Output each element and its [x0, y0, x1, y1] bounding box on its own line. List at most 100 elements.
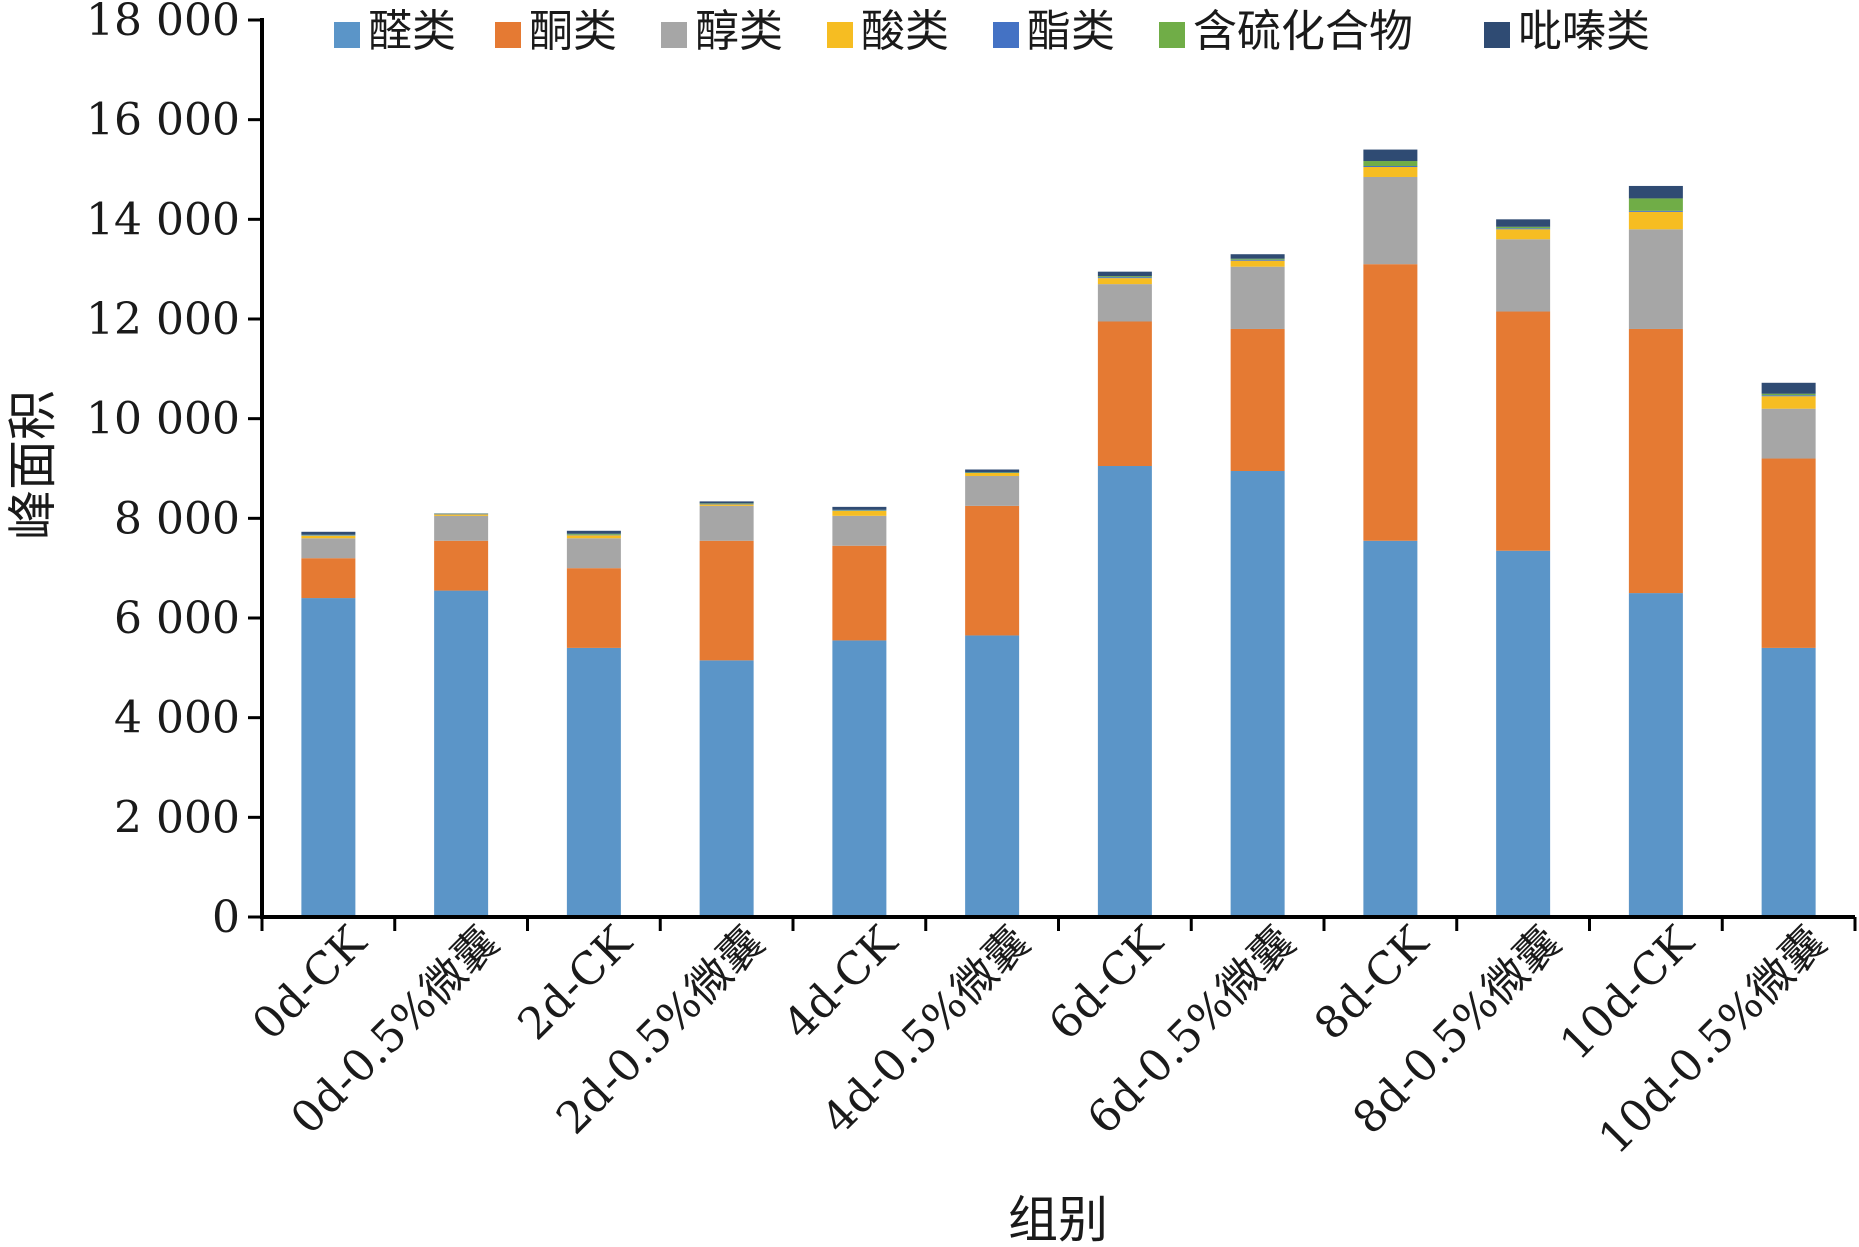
bar-segment-1-3 [301, 538, 356, 559]
bar-segment-11-6 [1628, 198, 1683, 211]
bar-segment-1-2 [301, 558, 356, 599]
x-tick-label: 4d-CK [774, 916, 908, 1050]
legend-label: 酸类 [861, 6, 949, 57]
bar-segment-8-3 [1230, 266, 1285, 329]
legend-label: 醇类 [695, 6, 783, 57]
bar-segment-1-6 [301, 534, 356, 536]
bar-segment-3-5 [566, 534, 621, 536]
x-tick-label: 0d-CK [243, 916, 377, 1050]
legend-label: 含硫化合物 [1193, 6, 1413, 57]
bar-segment-10-3 [1496, 239, 1551, 312]
bar-segment-8-1 [1230, 470, 1285, 917]
bar-segment-5-1 [832, 640, 887, 917]
bar-segment-6-7 [965, 469, 1020, 472]
bar-segment-5-6 [832, 509, 887, 511]
bar-segment-9-3 [1363, 176, 1418, 265]
bar-segment-12-5 [1761, 395, 1816, 397]
bar-segment-3-7 [566, 530, 621, 534]
y-tick-label: 10 000 [86, 394, 240, 445]
y-tick-label: 2 000 [114, 792, 240, 843]
bar-segment-12-3 [1761, 408, 1816, 459]
bar-segment-10-5 [1496, 228, 1551, 230]
x-tick-label: 8d-CK [1305, 916, 1439, 1050]
bar-segment-8-6 [1230, 258, 1285, 260]
bar-segment-3-2 [566, 568, 621, 648]
bar-segment-7-3 [1097, 284, 1152, 322]
bar-segment-2-5 [434, 513, 489, 515]
bar-segment-8-5 [1230, 259, 1285, 261]
bar-segment-10-7 [1496, 219, 1551, 227]
bar-segment-4-6 [699, 503, 754, 504]
bar-segment-6-1 [965, 635, 1020, 917]
bar-segment-11-1 [1628, 593, 1683, 917]
axes-layer: 0 2 000 4 000 6 000 8 000 10 000 12 000 14 000 1… [86, 0, 1857, 1164]
bar-segment-6-5 [965, 472, 1020, 473]
bar-segment-3-1 [566, 647, 621, 917]
x-axis-title: 组别 [1008, 1191, 1108, 1247]
bar-segment-5-5 [832, 510, 887, 511]
bar-segment-1-7 [301, 531, 356, 535]
x-tick-label: 6d-CK [1039, 916, 1173, 1050]
bar-segment-10-1 [1496, 550, 1551, 917]
bar-segment-4-1 [699, 660, 754, 917]
y-tick-label: 4 000 [114, 693, 240, 744]
y-tick-label: 12 000 [86, 294, 240, 345]
legend-swatch [661, 22, 687, 48]
bar-segment-11-7 [1628, 185, 1683, 199]
legend: 醛类 酮类 醇类 酸类 酯类 含硫化合物 吡嗪类 [334, 6, 1650, 57]
bar-segment-2-4 [434, 514, 489, 516]
bar-segment-4-7 [699, 501, 754, 504]
legend-label: 吡嗪类 [1518, 6, 1650, 57]
bar-segment-11-4 [1628, 211, 1683, 230]
legend-swatch [827, 22, 853, 48]
legend-swatch [334, 22, 360, 48]
bar-segment-1-4 [301, 535, 356, 539]
y-tick-label: 16 000 [86, 95, 240, 146]
bar-segment-11-2 [1628, 328, 1683, 594]
bar-segment-9-5 [1363, 166, 1418, 168]
bar-segment-9-4 [1363, 167, 1418, 177]
bar-segment-5-4 [832, 510, 887, 516]
y-tick-label: 0 [212, 892, 240, 943]
bar-segment-11-3 [1628, 229, 1683, 329]
bar-segment-12-7 [1761, 382, 1816, 394]
legend-swatch [495, 22, 521, 48]
bar-segment-12-6 [1761, 393, 1816, 396]
bar-segment-3-6 [566, 533, 621, 535]
legend-swatch [1484, 22, 1510, 48]
legend-label: 酮类 [529, 6, 617, 57]
bar-segment-4-2 [699, 540, 754, 661]
bar-segment-2-2 [434, 540, 489, 591]
bar-segment-10-2 [1496, 311, 1551, 551]
x-tick-label: 2d-CK [508, 916, 642, 1050]
bar-segment-8-4 [1230, 260, 1285, 267]
bar-segment-5-2 [832, 545, 887, 641]
bar-segment-10-6 [1496, 226, 1551, 229]
bar-segment-9-7 [1363, 149, 1418, 162]
bar-segment-1-1 [301, 598, 356, 917]
x-tick-label: 10d-0.5%微囊 [1589, 917, 1836, 1164]
y-axis-title: 峰面积 [4, 390, 62, 540]
legend-label: 醛类 [368, 6, 456, 57]
bar-segment-4-3 [699, 505, 754, 541]
bar-segment-7-6 [1097, 276, 1152, 278]
bar-segment-7-2 [1097, 321, 1152, 467]
bar-segment-3-4 [566, 535, 621, 539]
y-tick-label: 8 000 [114, 493, 240, 544]
bar-segment-8-2 [1230, 328, 1285, 471]
legend-swatch [1159, 22, 1185, 48]
bar-segment-6-3 [965, 475, 1020, 506]
bar-segment-9-1 [1363, 540, 1418, 917]
bar-segment-2-1 [434, 590, 489, 917]
bar-segment-3-3 [566, 538, 621, 569]
bar-segment-9-2 [1363, 264, 1418, 541]
bar-segment-9-6 [1363, 161, 1418, 167]
legend-swatch [993, 22, 1019, 48]
y-tick-label: 14 000 [86, 194, 240, 245]
bar-segment-12-4 [1761, 396, 1816, 409]
bar-segment-7-7 [1097, 271, 1152, 277]
bar-segment-12-2 [1761, 458, 1816, 648]
bar-segment-5-7 [832, 506, 887, 510]
bar-segment-6-2 [965, 505, 1020, 636]
